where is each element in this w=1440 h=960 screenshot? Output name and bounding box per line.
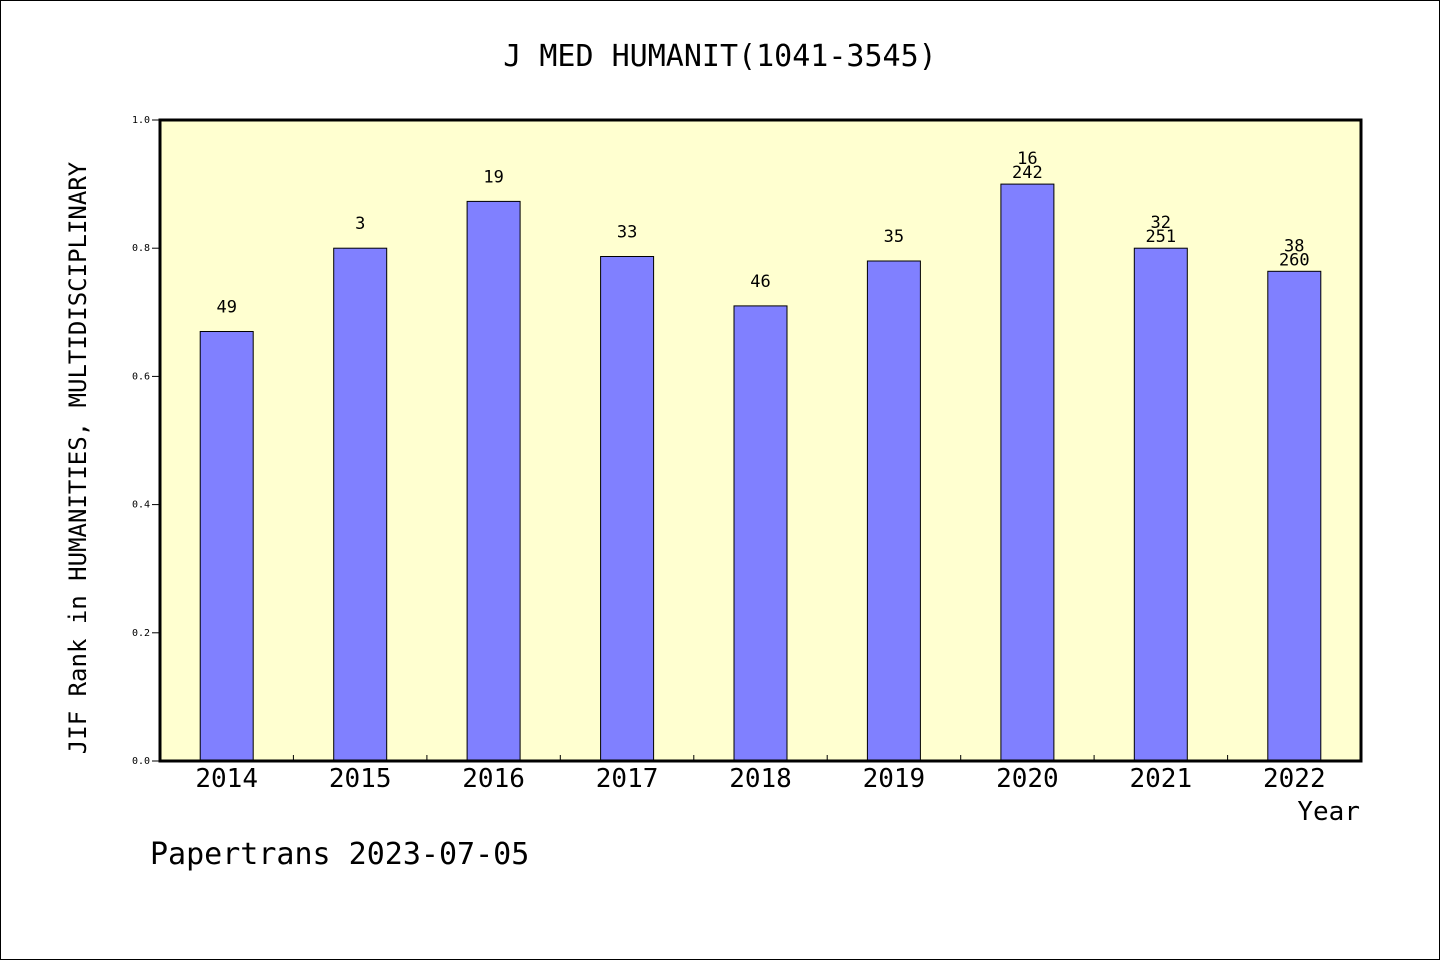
- bar-label-2021-2: 251: [1145, 227, 1176, 247]
- bars-group: [199, 183, 1322, 762]
- bar-2014: [199, 331, 254, 762]
- bar-label-2017-1: 33: [617, 223, 637, 243]
- x-tick-label-2018: 2018: [729, 764, 792, 794]
- bar-2022: [1267, 270, 1322, 762]
- y-tick-label-1.0: 1.0: [132, 115, 150, 126]
- bar-2017: [600, 256, 655, 762]
- bar-label-2021-1: 32: [1151, 213, 1171, 233]
- x-axis-ticks: 2014 2015 2016 2017 2018 2019 2020 2021 2022: [195, 755, 1326, 794]
- bar-label-2022-2: 260: [1279, 250, 1310, 270]
- x-axis-label: Year: [1297, 797, 1360, 827]
- chart-title: J MED HUMANIT(1041-3545): [503, 39, 936, 74]
- bar-label-2019-1: 35: [884, 227, 904, 247]
- bar-2020: [1000, 183, 1055, 762]
- bar-label-2020-1: 16: [1017, 149, 1037, 169]
- bar-2021: [1133, 247, 1188, 762]
- bar-2016: [466, 200, 521, 762]
- y-tick-label-0.2: 0.2: [132, 628, 150, 639]
- bar-label-2015-1: 3: [355, 214, 365, 234]
- x-tick-label-2015: 2015: [329, 764, 392, 794]
- footer-credit: Papertrans 2023-07-05: [150, 837, 529, 872]
- y-tick-label-0.6: 0.6: [132, 371, 150, 382]
- bar-label-2016-1: 19: [483, 167, 503, 187]
- x-tick-label-2016: 2016: [462, 764, 525, 794]
- y-axis-label: JIF Rank in HUMANITIES, MULTIDISCIPLINAR…: [64, 161, 92, 754]
- y-tick-label-0.8: 0.8: [132, 243, 150, 254]
- x-tick-label-2021: 2021: [1129, 764, 1192, 794]
- x-tick-label-2022: 2022: [1263, 764, 1326, 794]
- bar-2015: [333, 247, 388, 762]
- bar-2019: [866, 260, 921, 762]
- bar-label-2020-2: 242: [1012, 163, 1043, 183]
- x-tick-label-2020: 2020: [996, 764, 1059, 794]
- x-tick-label-2014: 2014: [195, 764, 258, 794]
- x-tick-label-2019: 2019: [863, 764, 926, 794]
- bar-label-2018-1: 46: [750, 272, 770, 292]
- plot-frame: [158, 118, 1363, 763]
- y-axis-ticks: 0.0 0.2 0.4 0.6 0.8 1.0: [132, 115, 160, 767]
- x-tick-label-2017: 2017: [596, 764, 659, 794]
- bar-label-2022-1: 38: [1284, 236, 1304, 256]
- y-tick-label-0.0: 0.0: [132, 756, 150, 767]
- y-tick-label-0.4: 0.4: [132, 500, 150, 511]
- bar-label-2014-1: 49: [216, 298, 236, 318]
- bar-2018: [733, 305, 788, 762]
